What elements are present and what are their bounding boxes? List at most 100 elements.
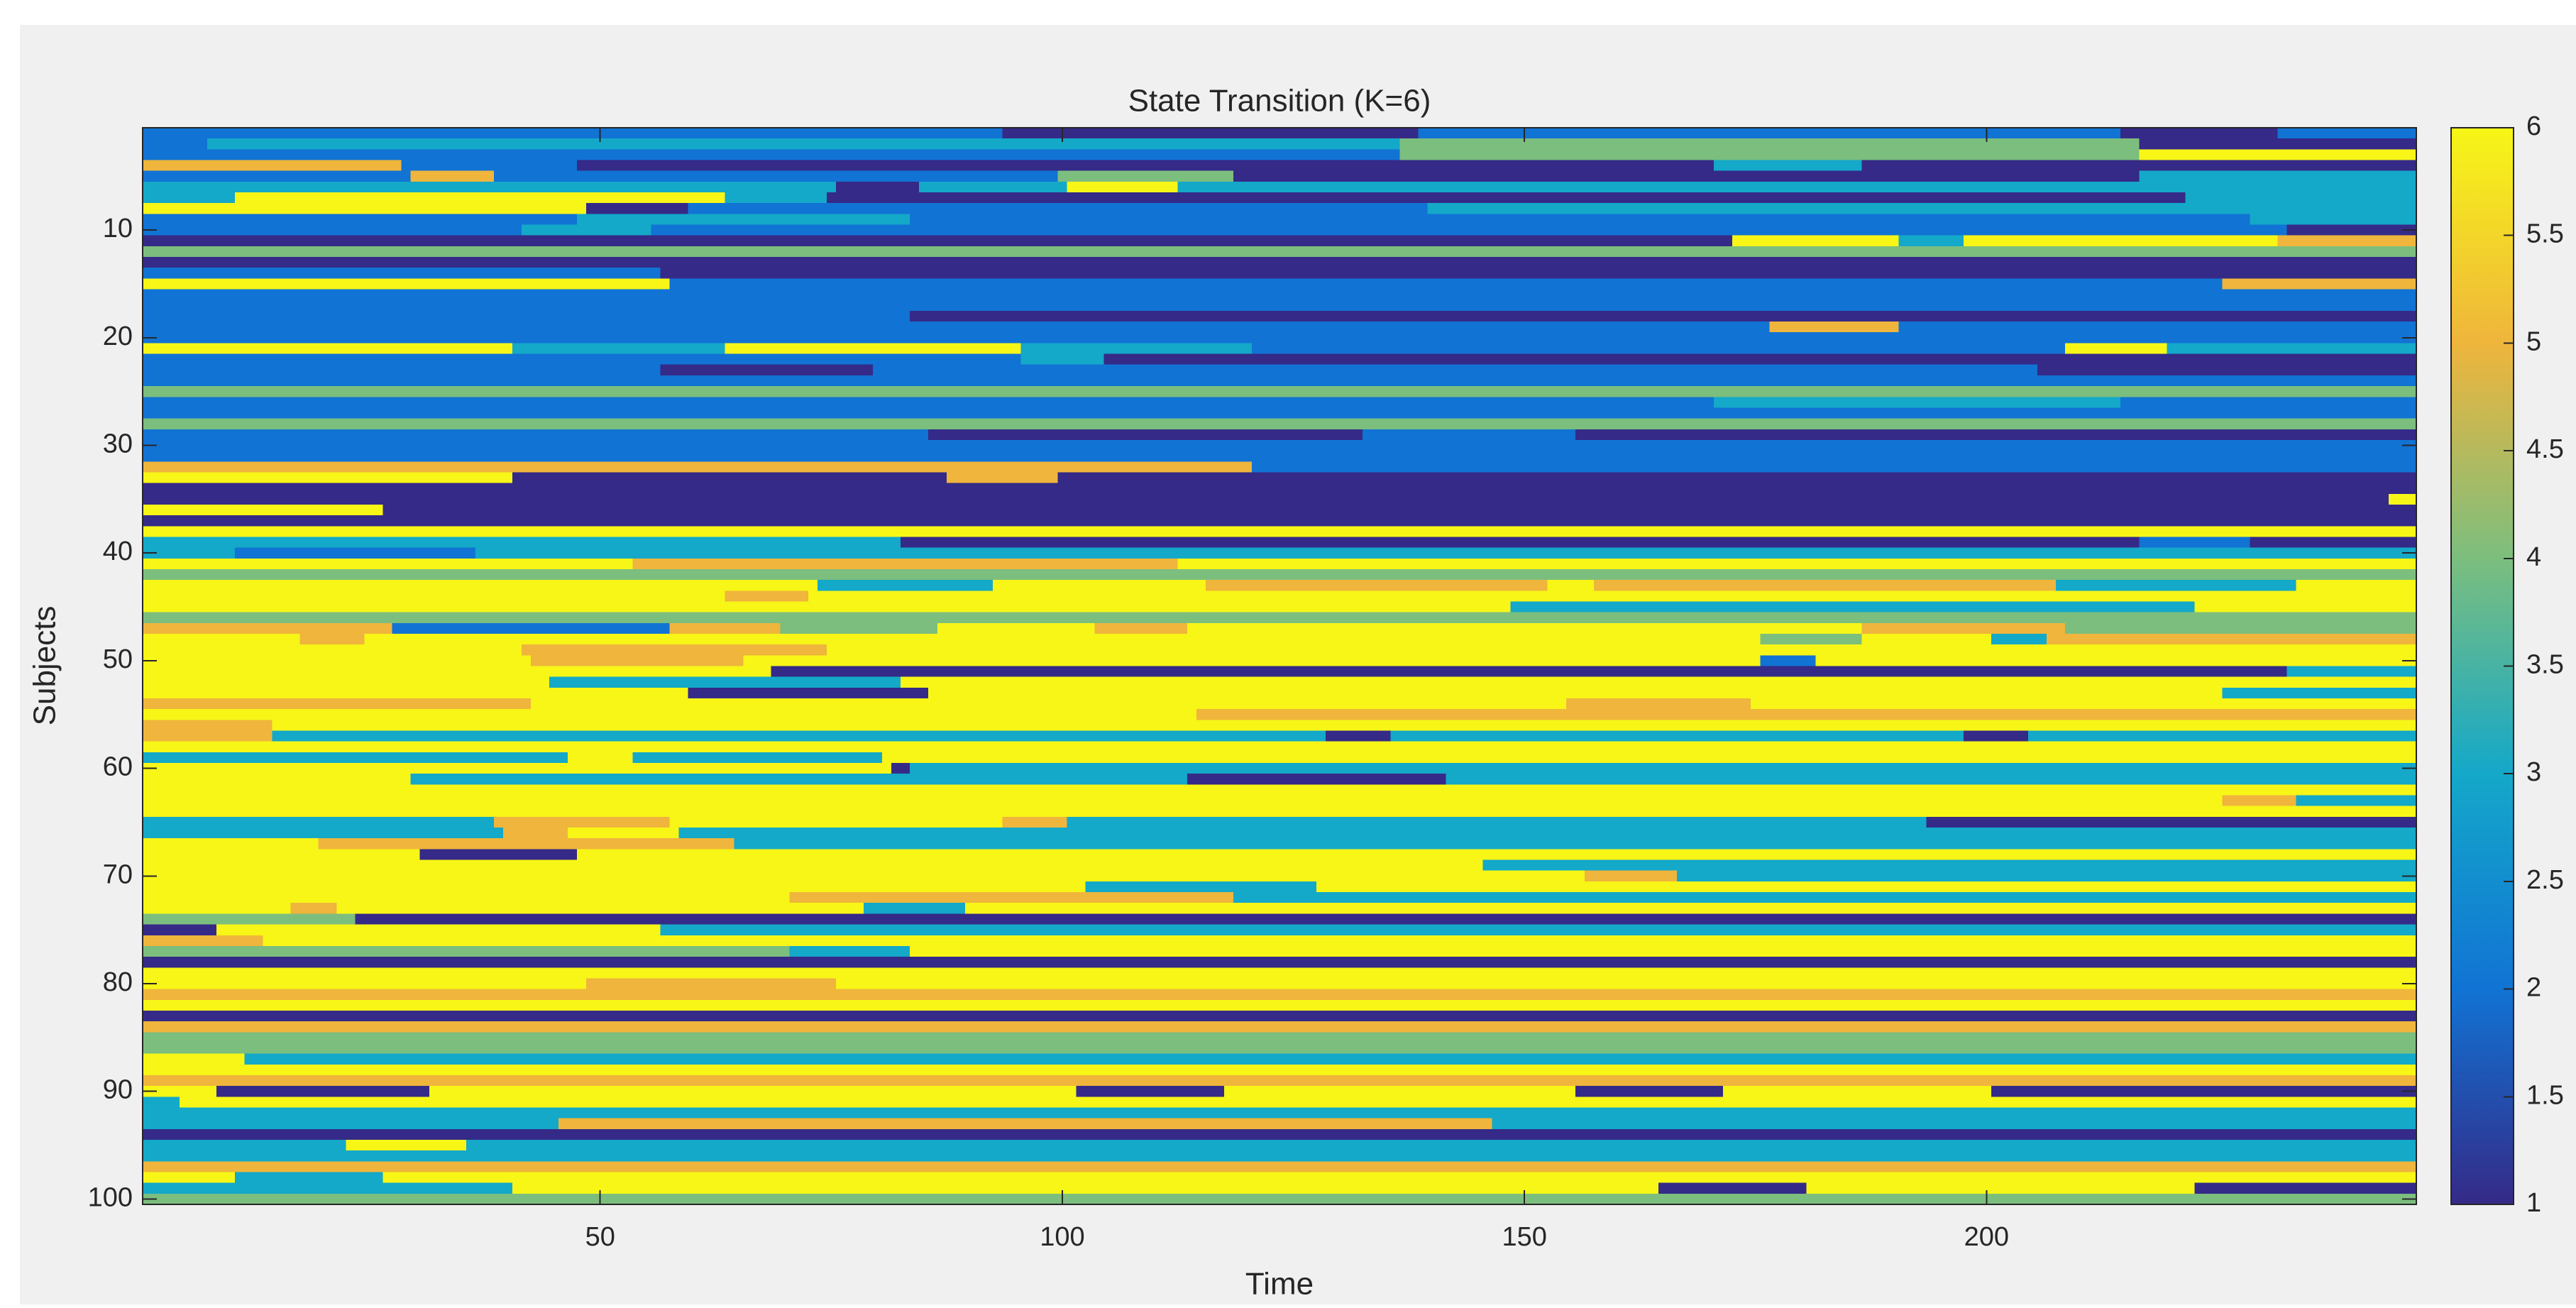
heatmap-cell	[143, 526, 2417, 538]
heatmap-cell	[910, 945, 2417, 957]
heatmap-cell	[180, 1097, 458, 1109]
heatmap-cell	[725, 343, 1021, 355]
heatmap-cell	[2286, 666, 2417, 678]
heatmap-cell	[235, 192, 726, 204]
heatmap-cell	[2222, 278, 2417, 290]
heatmap-cell	[143, 504, 384, 516]
heatmap-cell	[2065, 622, 2417, 634]
colorbar-tick-label: 1.5	[2526, 1080, 2564, 1110]
heatmap-cell	[1103, 353, 2417, 366]
heatmap-cell	[1233, 709, 2417, 720]
heatmap-cell	[143, 720, 273, 732]
heatmap-cell	[143, 687, 689, 699]
heatmap-cell	[216, 1086, 430, 1097]
heatmap-cell	[207, 138, 1400, 150]
heatmap-cell	[531, 655, 744, 667]
heatmap-cell	[290, 903, 338, 915]
heatmap-cell	[143, 149, 1400, 161]
heatmap-cell	[2185, 192, 2417, 204]
heatmap-cell	[143, 1107, 2417, 1119]
heatmap-cell	[1067, 816, 1927, 828]
heatmap-cell	[1196, 709, 1234, 720]
heatmap-cell	[1714, 160, 1863, 172]
heatmap-cell	[549, 676, 901, 688]
heatmap-cell	[143, 493, 2389, 505]
heatmap-cell	[143, 924, 217, 936]
heatmap-cell	[1418, 128, 2121, 139]
y-tick-label: 60	[103, 752, 133, 782]
heatmap-cell	[143, 1075, 2417, 1087]
y-tick-label: 90	[103, 1075, 133, 1105]
heatmap-cell	[2277, 128, 2417, 139]
heatmap-cell	[143, 310, 910, 322]
y-tick-label: 20	[103, 321, 133, 351]
heatmap-cell	[1575, 1086, 1724, 1097]
heatmap-cell	[143, 364, 661, 376]
heatmap-cell	[1076, 1086, 1225, 1097]
heatmap-cell	[835, 181, 920, 193]
heatmap-cell	[1002, 128, 1419, 139]
heatmap-cell	[2194, 601, 2417, 613]
heatmap-cell	[143, 181, 837, 193]
heatmap-cells	[143, 128, 2417, 1205]
heatmap-cell	[143, 666, 772, 678]
heatmap-cell	[456, 1097, 2417, 1109]
heatmap-cell	[143, 752, 568, 764]
heatmap-cell	[143, 957, 2417, 968]
heatmap-cell	[743, 655, 1761, 667]
heatmap-cell	[678, 828, 2417, 839]
heatmap-cell	[143, 816, 495, 828]
heatmap-cell	[2167, 343, 2417, 355]
heatmap-cell	[143, 580, 818, 591]
heatmap-cell	[143, 1010, 2417, 1022]
heatmap-cell	[1565, 698, 1751, 710]
heatmap-cell	[143, 838, 319, 850]
heatmap-cell	[143, 1150, 2417, 1162]
heatmap-cell	[143, 1043, 2417, 1055]
heatmap-cell	[1723, 1086, 1992, 1097]
heatmap-cell	[2250, 537, 2417, 549]
heatmap-cell	[143, 676, 550, 688]
heatmap-cell	[143, 299, 2417, 312]
heatmap-cell	[410, 170, 495, 182]
heatmap-cell	[143, 418, 2417, 430]
heatmap-cell	[1760, 655, 1817, 667]
colorbar-tick-label: 5	[2526, 326, 2541, 356]
heatmap-cell	[789, 945, 910, 957]
heatmap-cell	[346, 1139, 467, 1151]
heatmap-cell	[235, 547, 476, 559]
heatmap-cell	[401, 160, 578, 172]
heatmap-cell	[143, 429, 929, 441]
heatmap-cell	[143, 1128, 2417, 1141]
heatmap-cell	[1963, 235, 2279, 247]
heatmap-cell	[660, 364, 874, 376]
heatmap-cell	[143, 999, 2417, 1011]
heatmap-cell	[143, 903, 291, 915]
heatmap-cell	[143, 128, 1003, 139]
heatmap-cell	[392, 622, 670, 634]
heatmap-cell	[143, 246, 2417, 258]
heatmap-cell	[475, 547, 2417, 559]
heatmap-cell	[364, 633, 1761, 645]
heatmap-cell	[143, 235, 1733, 247]
heatmap-cell	[872, 364, 2038, 376]
chart-title: State Transition (K=6)	[1128, 84, 1431, 119]
heatmap-cell	[669, 816, 1003, 828]
heatmap-cell	[143, 730, 273, 742]
heatmap-cell	[2139, 149, 2417, 161]
heatmap-cell	[143, 289, 2417, 301]
heatmap-cell	[272, 720, 2417, 732]
heatmap-cell	[143, 214, 578, 226]
heatmap-cell	[734, 838, 2417, 850]
heatmap-cell	[143, 439, 2417, 451]
y-tick-label: 70	[103, 859, 133, 889]
heatmap-cell	[2047, 633, 2417, 645]
heatmap-cell	[1390, 730, 1964, 742]
heatmap-cell	[1482, 859, 2417, 872]
heatmap-cell	[143, 1139, 347, 1151]
y-tick-label: 10	[103, 214, 133, 243]
heatmap-cell	[143, 353, 1021, 366]
heatmap-cell	[143, 1193, 2417, 1205]
heatmap-cell	[2139, 537, 2251, 549]
heatmap-cell	[2120, 397, 2417, 409]
